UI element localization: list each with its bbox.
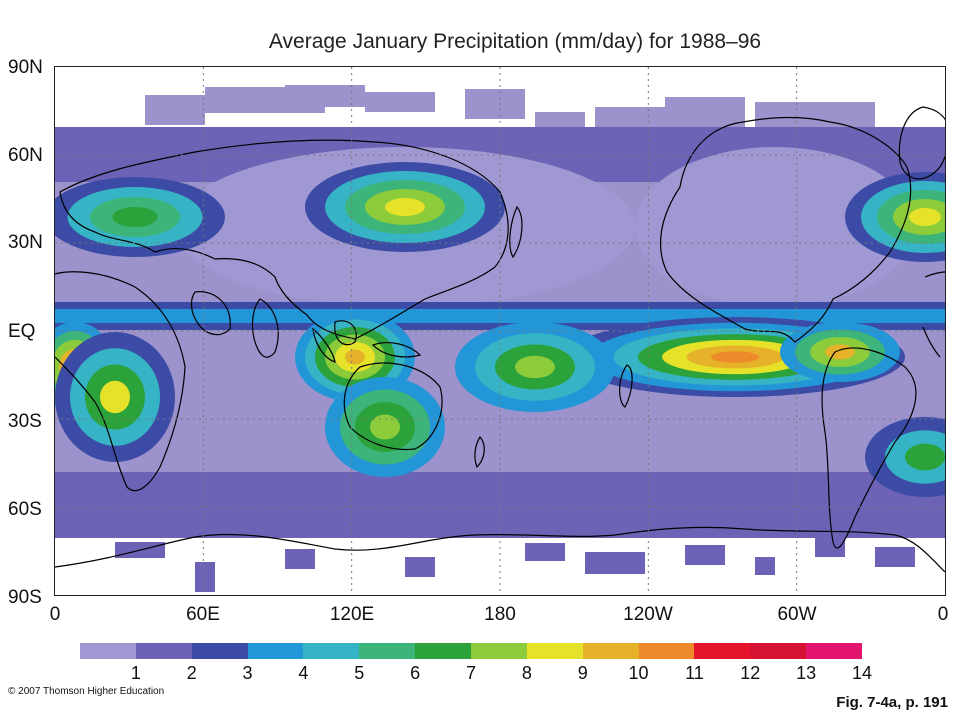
legend-tick-label: 14 <box>851 663 873 683</box>
lon-label-0-left: 0 <box>49 604 61 625</box>
lat-label-60s: 60S <box>8 499 42 520</box>
lat-label-eq: EQ <box>8 321 36 342</box>
legend-swatch-12 <box>694 643 751 659</box>
coastline-greenland <box>898 106 945 180</box>
polar-data-block <box>365 92 435 112</box>
figure-caption: Fig. 7-4a, p. 191 <box>836 694 948 711</box>
legend-tick-label: 10 <box>628 663 649 683</box>
legend-swatch-1 <box>80 643 136 659</box>
legend-swatch-11 <box>638 643 695 659</box>
map-title: Average January Precipitation (mm/day) f… <box>268 30 762 53</box>
lat-label-90s: 90S <box>8 587 42 608</box>
coastline-japan <box>509 205 523 259</box>
legend-swatch-9 <box>526 643 583 659</box>
west-pacific-storm-track <box>112 207 158 227</box>
polar-data-block <box>405 557 435 577</box>
legend-swatch-2 <box>135 643 192 659</box>
legend-swatch-14 <box>806 643 863 659</box>
coastline-africa <box>55 271 186 492</box>
polar-data-block <box>285 549 315 569</box>
legend-tick-label: 9 <box>577 663 588 683</box>
legend-tick-label: 7 <box>465 663 476 683</box>
lat-label-30s: 30S <box>8 411 42 432</box>
legend-tick-label: 4 <box>298 663 309 683</box>
coastline-arabia <box>190 291 231 336</box>
coastline-north-america <box>660 116 912 343</box>
polar-data-block <box>465 89 525 119</box>
legend-tick-label: 1 <box>130 663 141 683</box>
polar-data-block <box>665 97 745 127</box>
lon-label-0-right: 0 <box>937 604 949 625</box>
legend-swatch-4 <box>247 643 304 659</box>
legend-swatch-5 <box>303 643 360 659</box>
legend-tick-label: 13 <box>796 663 817 683</box>
coastline-new-guinea <box>371 342 422 358</box>
lon-label-120w: 120W <box>623 604 673 625</box>
south-pacific-storm-track <box>905 443 945 471</box>
coastline-australia <box>343 362 443 451</box>
precipitation-map <box>54 66 946 596</box>
lat-label-90n: 90N <box>8 57 43 78</box>
polar-data-block <box>595 107 665 129</box>
north-pacific-storm-track <box>385 198 425 216</box>
copyright-notice: © 2007 Thomson Higher Education <box>8 686 165 697</box>
legend-swatch-3 <box>191 643 248 659</box>
polar-data-block <box>535 112 585 130</box>
lon-label-60w: 60W <box>777 604 817 625</box>
map-canvas <box>55 67 945 595</box>
polar-data-block <box>815 537 845 557</box>
west-pacific-maximum <box>710 351 760 363</box>
coastline-africa-wrap <box>922 271 945 358</box>
lat-label-60n: 60N <box>8 145 43 166</box>
north-america-dry-area <box>635 147 915 307</box>
polar-data-block <box>145 95 205 125</box>
legend-swatch-8 <box>471 643 527 659</box>
southern-africa-maximum <box>515 355 555 379</box>
south-america-maximum <box>345 349 365 365</box>
lon-label-120e: 120E <box>329 604 375 625</box>
coastline-eurasia <box>59 139 509 340</box>
legend-tick-label: 12 <box>740 663 761 683</box>
legend-tick-label: 3 <box>242 663 253 683</box>
maritime-continent-maximum <box>825 344 855 360</box>
coastline-antarctica <box>55 526 945 573</box>
legend-swatch-10 <box>582 643 639 659</box>
lon-label-180: 180 <box>484 604 516 625</box>
north-atlantic-storm-track <box>909 208 941 226</box>
south-atlantic-convergence <box>370 414 400 440</box>
legend-tick-label: 5 <box>354 663 365 683</box>
legend-swatch-7 <box>415 643 472 659</box>
legend-tick-label: 6 <box>410 663 421 683</box>
polar-data-block <box>195 562 215 592</box>
coastlines <box>55 106 945 573</box>
lat-label-30n: 30N <box>8 232 43 253</box>
color-legend-bar <box>80 643 863 659</box>
legend-tick-label: 8 <box>521 663 532 683</box>
polar-data-block <box>755 557 775 575</box>
coastline-sumatra <box>312 327 336 363</box>
coastline-india <box>251 298 279 358</box>
coastline-borneo <box>334 320 357 346</box>
coastline-madagascar <box>619 364 633 408</box>
graticule <box>55 67 945 595</box>
polar-data-block <box>525 543 565 561</box>
polar-data-block <box>685 545 725 565</box>
legend-swatch-13 <box>750 643 807 659</box>
lon-label-60e: 60E <box>186 604 220 625</box>
polar-data-block <box>755 102 875 130</box>
madagascar-region-maximum <box>100 380 130 414</box>
coastline-new-zealand <box>474 435 485 469</box>
polar-data-block <box>875 547 915 567</box>
legend-tick-label: 11 <box>685 663 704 683</box>
coastline-south-america <box>821 347 917 549</box>
polar-data-block <box>585 552 645 574</box>
legend-swatch-6 <box>359 643 416 659</box>
legend-tick-label: 2 <box>186 663 197 683</box>
polar-data-block <box>285 85 365 107</box>
